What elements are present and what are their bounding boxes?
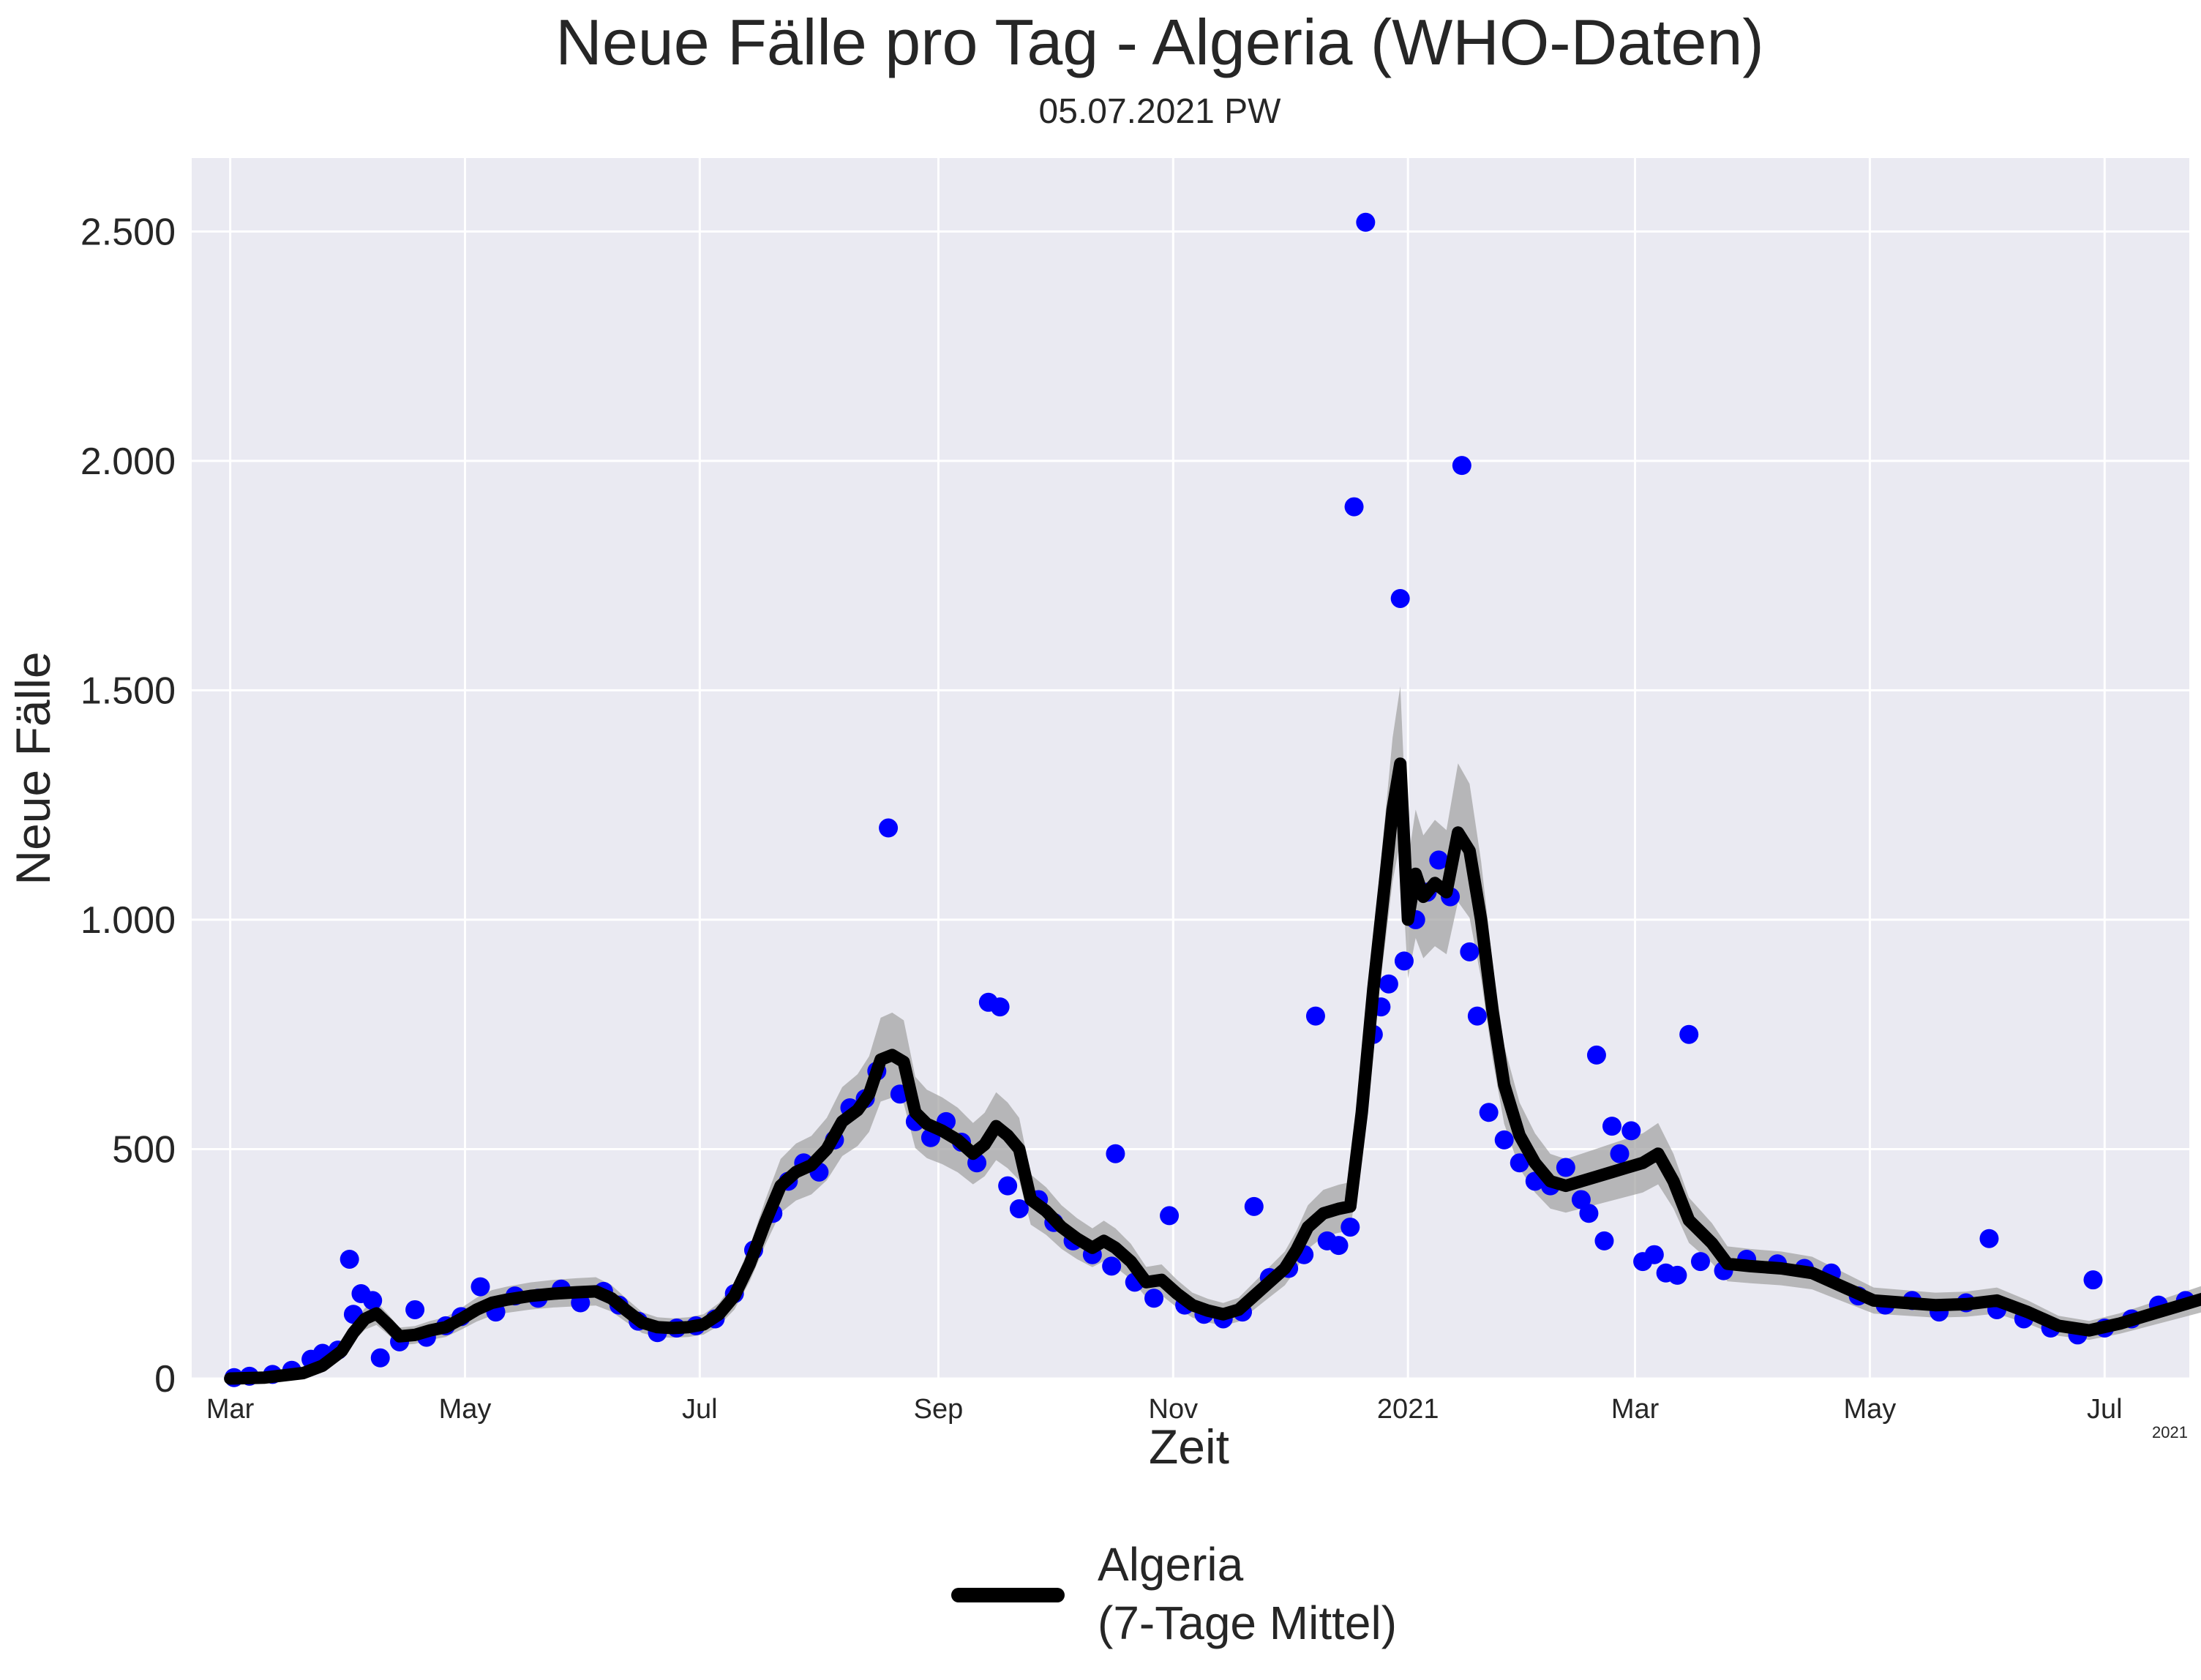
moving-average-line	[224, 757, 2201, 1385]
data-point-59	[1160, 1206, 1180, 1226]
y-axis-label: Neue Fälle	[6, 651, 60, 885]
series-line-algeria	[224, 757, 2201, 1385]
y-tick-label-2: 1.000	[80, 899, 176, 942]
data-point-78	[1394, 951, 1414, 971]
data-point-115	[1979, 1229, 1999, 1248]
data-point-77	[1390, 588, 1410, 608]
y-ticks: 0 500 1.000 1.500 2.000 2.500	[80, 211, 176, 1400]
data-point-100	[1644, 1245, 1664, 1264]
data-point-96	[1602, 1117, 1621, 1136]
data-point-102	[1668, 1265, 1687, 1285]
data-point-40	[879, 818, 899, 838]
y-tick-label-0: 0	[154, 1358, 176, 1400]
y-tick-label-5: 2.500	[80, 211, 176, 253]
data-point-64	[1244, 1196, 1264, 1216]
x-tick-label-6: Mar	[1611, 1394, 1660, 1425]
x-tick-label-3: Sep	[914, 1394, 964, 1425]
data-point-103	[1679, 1024, 1699, 1044]
y-tick-label-1: 500	[112, 1128, 176, 1171]
y-tick-label-4: 2.000	[80, 440, 176, 483]
data-point-88	[1510, 1153, 1529, 1173]
x-tick-label-4: Nov	[1149, 1394, 1199, 1425]
data-point-76	[1379, 974, 1398, 994]
data-point-7	[340, 1249, 359, 1269]
x-offset-label: 2021	[2152, 1423, 2188, 1441]
data-point-68	[1305, 1006, 1325, 1026]
y-tick-label-3: 1.500	[80, 670, 176, 712]
data-point-85	[1467, 1006, 1487, 1026]
data-point-71	[1341, 1218, 1360, 1237]
data-point-58	[1144, 1289, 1164, 1308]
data-point-94	[1586, 1045, 1606, 1065]
x-tick-label-2: Jul	[682, 1394, 718, 1425]
data-point-70	[1329, 1236, 1349, 1256]
data-point-104	[1690, 1252, 1710, 1272]
data-point-72	[1344, 497, 1364, 517]
data-point-13	[405, 1300, 425, 1319]
chart-subtitle: 05.07.2021 PW	[1039, 92, 1282, 131]
x-tick-label-5: 2021	[1377, 1394, 1439, 1425]
x-ticks: Mar May Jul Sep Nov 2021 Mar May Jul	[206, 1394, 2123, 1425]
data-point-98	[1621, 1121, 1641, 1141]
data-point-86	[1479, 1103, 1499, 1122]
data-point-10	[363, 1291, 383, 1310]
data-point-50	[1009, 1199, 1029, 1218]
x-tick-label-8: Jul	[2087, 1394, 2123, 1425]
data-point-56	[1106, 1144, 1125, 1163]
data-point-11	[370, 1348, 390, 1368]
x-tick-label-1: May	[439, 1394, 492, 1425]
chart-title: Neue Fälle pro Tag - Algeria (WHO-Daten)	[555, 6, 1763, 78]
data-point-55	[1102, 1256, 1122, 1276]
data-point-87	[1494, 1130, 1514, 1150]
data-point-49	[998, 1176, 1018, 1196]
data-point-95	[1594, 1231, 1614, 1250]
plot-background	[192, 158, 2189, 1379]
legend-label-line2: (7-Tage Mittel)	[1098, 1597, 1397, 1649]
legend: Algeria (7-Tage Mittel)	[951, 1538, 1397, 1649]
data-point-81	[1429, 850, 1449, 870]
data-point-17	[470, 1277, 490, 1297]
data-point-84	[1460, 942, 1480, 961]
data-point-73	[1356, 212, 1376, 232]
data-point-91	[1556, 1158, 1575, 1177]
data-point-120	[2083, 1270, 2103, 1290]
x-tick-label-0: Mar	[206, 1394, 255, 1425]
legend-label-line1: Algeria	[1098, 1538, 1244, 1591]
data-point-83	[1452, 456, 1471, 476]
data-point-48	[990, 997, 1010, 1017]
data-point-97	[1610, 1144, 1630, 1163]
data-point-93	[1579, 1204, 1599, 1223]
x-axis-label: Zeit	[1149, 1420, 1229, 1474]
x-tick-label-7: May	[1844, 1394, 1897, 1425]
